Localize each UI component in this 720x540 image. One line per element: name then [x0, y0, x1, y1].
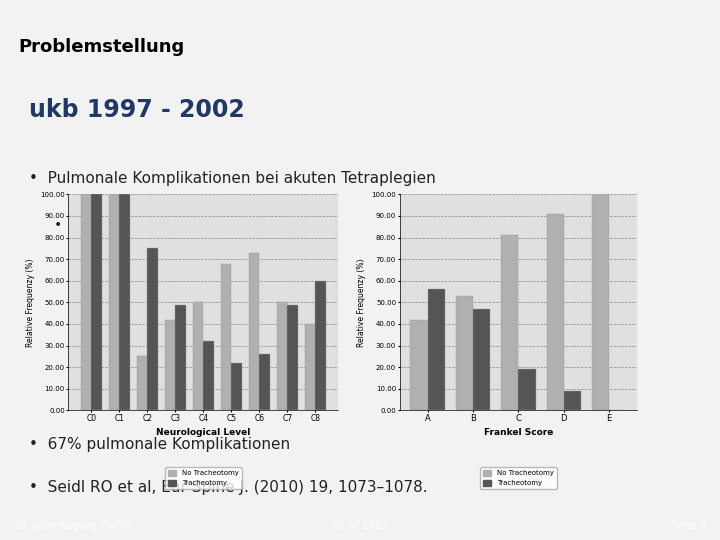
Bar: [518, 369, 536, 410]
Text: 06.06.2013: 06.06.2013: [333, 521, 387, 531]
Bar: [91, 194, 102, 410]
Bar: [592, 194, 609, 410]
Bar: [204, 341, 214, 410]
Text: •  n=175, (Trauma, Entzündung, Tumor): • n=175, (Trauma, Entzündung, Tumor): [54, 218, 333, 232]
Bar: [546, 214, 564, 410]
Bar: [305, 324, 315, 410]
Y-axis label: Relative Frequenzy (%): Relative Frequenzy (%): [26, 258, 35, 347]
Legend: No Tracheotomy, Tracheotomy: No Tracheotomy, Tracheotomy: [480, 468, 557, 489]
Bar: [120, 194, 130, 410]
Text: ukb 1997 - 2002: ukb 1997 - 2002: [29, 98, 245, 122]
Text: 26. Jahrestagung DMGP: 26. Jahrestagung DMGP: [14, 521, 130, 531]
Bar: [231, 363, 242, 410]
Bar: [287, 305, 298, 410]
Bar: [276, 302, 287, 410]
Bar: [410, 320, 428, 410]
Bar: [564, 391, 581, 410]
Y-axis label: Relative Frequenzy (%): Relative Frequenzy (%): [357, 258, 366, 347]
Bar: [315, 281, 326, 410]
Bar: [259, 354, 270, 410]
Bar: [473, 309, 490, 410]
Text: Seite 3: Seite 3: [672, 521, 706, 531]
Bar: [81, 194, 91, 410]
Bar: [501, 235, 518, 410]
Bar: [165, 320, 176, 410]
Bar: [428, 289, 445, 410]
Bar: [176, 305, 186, 410]
Text: •  Pulmonale Komplikationen bei akuten Tetraplegien: • Pulmonale Komplikationen bei akuten Te…: [29, 171, 436, 186]
Bar: [456, 296, 473, 410]
Text: •  67% pulmonale Komplikationen: • 67% pulmonale Komplikationen: [29, 437, 290, 453]
Legend: No Tracheotomy, Tracheotomy: No Tracheotomy, Tracheotomy: [166, 468, 241, 489]
Bar: [137, 356, 148, 410]
X-axis label: Frankel Score: Frankel Score: [484, 428, 553, 437]
Text: Problemstellung: Problemstellung: [18, 38, 184, 56]
Bar: [221, 264, 231, 410]
X-axis label: Neurological Level: Neurological Level: [156, 428, 251, 437]
Bar: [148, 248, 158, 410]
Text: •  Seidl RO et al, Eur Spine J. (2010) 19, 1073–1078.: • Seidl RO et al, Eur Spine J. (2010) 19…: [29, 480, 428, 495]
Bar: [193, 302, 204, 410]
Bar: [109, 194, 120, 410]
Bar: [249, 253, 259, 410]
